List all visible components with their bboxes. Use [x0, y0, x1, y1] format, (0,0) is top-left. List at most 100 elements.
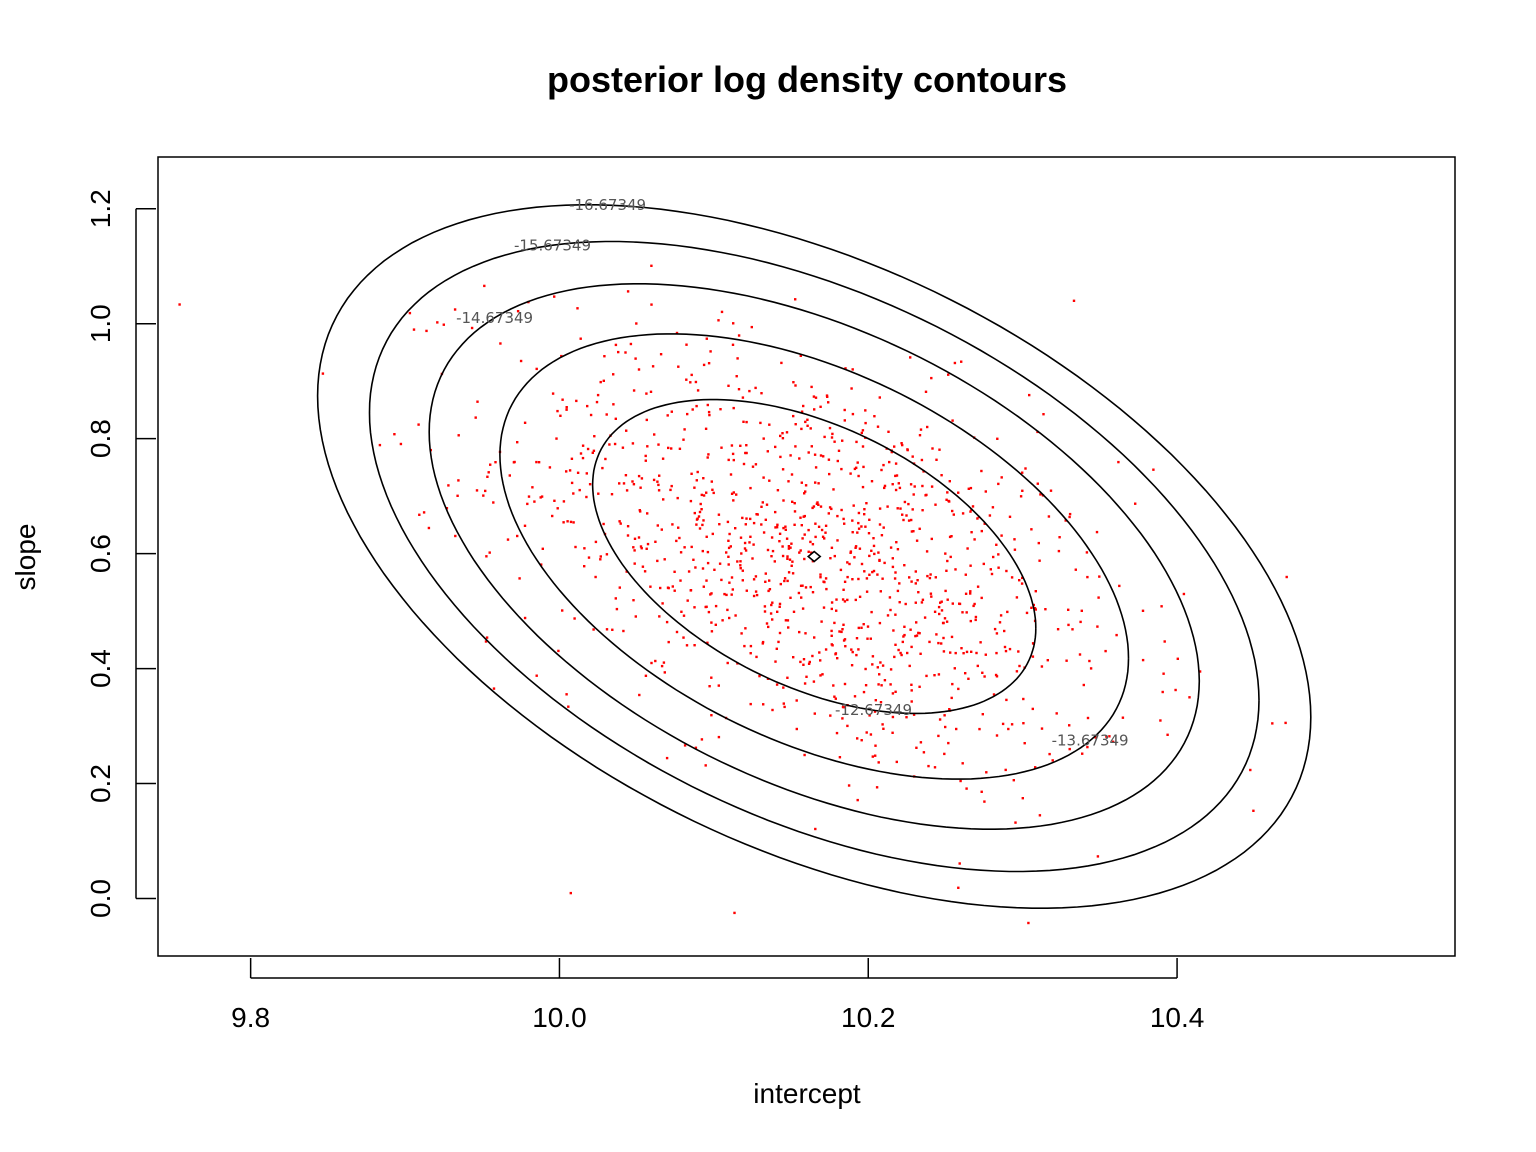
sample-point: [915, 621, 918, 624]
sample-point: [809, 427, 812, 430]
sample-point: [895, 760, 898, 764]
sample-point: [720, 310, 724, 314]
sample-point: [591, 451, 594, 454]
sample-point: [876, 666, 879, 669]
sample-point: [802, 658, 806, 661]
sample-point: [694, 380, 698, 384]
sample-point: [1141, 658, 1145, 662]
sample-point: [964, 573, 967, 576]
sample-point: [744, 523, 747, 526]
sample-point: [760, 523, 763, 526]
sample-point: [710, 676, 713, 679]
sample-point: [1086, 575, 1089, 579]
sample-point: [696, 389, 700, 392]
sample-point: [1068, 724, 1071, 727]
sample-point: [856, 531, 859, 534]
sample-point: [873, 415, 876, 418]
sample-point: [889, 608, 892, 612]
sample-point: [830, 436, 834, 439]
sample-point: [485, 555, 488, 558]
contour-labels: -12.67349 -13.67349 -14.67349 -15.67349 -16.…: [456, 196, 1128, 750]
sample-point: [764, 572, 767, 575]
sample-point: [761, 501, 764, 504]
sample-point: [447, 484, 450, 487]
sample-point: [819, 674, 822, 677]
sample-point: [436, 321, 439, 324]
sample-point: [831, 432, 834, 436]
sample-point: [675, 331, 679, 335]
sample-point: [749, 644, 753, 648]
x-axis: 9.8 10.0 10.2 10.4: [231, 958, 1204, 1033]
sample-point: [868, 554, 871, 558]
sample-point: [953, 667, 956, 670]
sample-point: [665, 620, 669, 624]
sample-point: [785, 537, 789, 540]
sample-point: [887, 430, 890, 433]
sample-point: [911, 508, 914, 511]
sample-point: [641, 565, 645, 568]
sample-point: [727, 458, 730, 462]
sample-point: [527, 495, 531, 498]
sample-point: [568, 469, 572, 472]
sample-point: [794, 384, 797, 387]
sample-point: [874, 699, 877, 702]
sample-point: [942, 650, 946, 653]
sample-point: [652, 478, 656, 482]
sample-point: [482, 494, 485, 497]
sample-point: [819, 576, 822, 579]
sample-point: [893, 655, 896, 659]
sample-point: [901, 513, 904, 516]
sample-point: [779, 434, 782, 438]
sample-point: [1074, 568, 1077, 571]
sample-point: [835, 598, 838, 601]
sample-point: [740, 632, 743, 635]
sample-point: [965, 787, 968, 790]
sample-point: [639, 486, 642, 489]
sample-point: [633, 549, 636, 552]
sample-point: [946, 491, 949, 494]
sample-point: [916, 579, 919, 582]
sample-point: [865, 502, 868, 505]
sample-point: [836, 539, 839, 542]
sample-point: [805, 675, 808, 678]
sample-point: [810, 445, 813, 448]
sample-point: [618, 520, 621, 523]
sample-point: [864, 409, 867, 412]
sample-point: [973, 602, 976, 606]
sample-point: [761, 642, 764, 645]
sample-point: [897, 648, 900, 652]
sample-point: [921, 484, 924, 488]
sample-point: [945, 569, 948, 572]
sample-point: [634, 357, 637, 360]
sample-point: [927, 764, 930, 768]
sample-point: [910, 689, 913, 692]
sample-point: [1095, 530, 1099, 534]
sample-point: [762, 531, 766, 534]
sample-point: [830, 601, 834, 604]
sample-point: [733, 911, 736, 915]
sample-point: [828, 506, 832, 509]
sample-point: [605, 628, 609, 631]
sample-point: [970, 531, 973, 534]
sample-point: [626, 525, 630, 528]
sample-point: [678, 447, 682, 450]
sample-point: [581, 444, 585, 447]
sample-point: [732, 491, 735, 494]
sample-point: [702, 494, 706, 497]
sample-point: [632, 599, 635, 602]
sample-point: [923, 616, 927, 619]
sample-point: [949, 555, 952, 559]
sample-point: [980, 529, 983, 533]
sample-point: [1018, 664, 1021, 668]
sample-point: [1004, 768, 1007, 772]
sample-point: [824, 648, 828, 651]
sample-point: [690, 545, 693, 549]
sample-point: [670, 447, 673, 450]
sample-point: [913, 485, 916, 488]
sample-point: [997, 482, 1000, 486]
sample-point: [889, 668, 893, 671]
sample-point: [830, 507, 833, 511]
sample-point: [925, 674, 928, 678]
sample-point: [832, 488, 835, 491]
sample-point: [760, 505, 763, 508]
